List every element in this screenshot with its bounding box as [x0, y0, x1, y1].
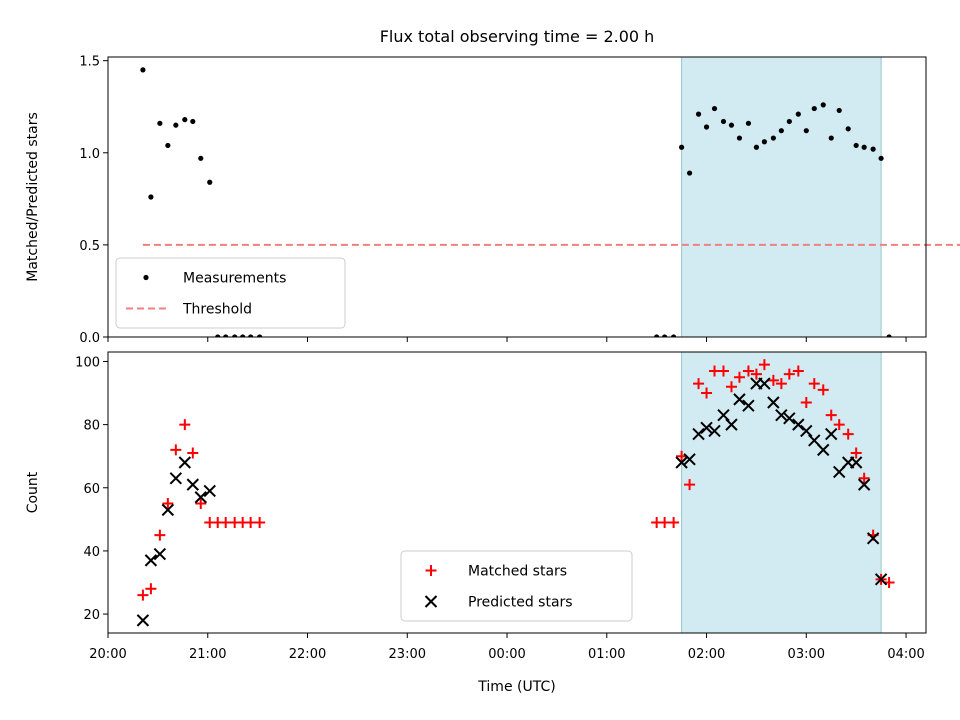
panel-0-series-0-point: [779, 128, 784, 133]
panel-0-series-0-point: [737, 135, 742, 140]
panel-1-y-axis-label: Count: [25, 471, 41, 513]
panel-1-y-tick-label: 60: [83, 482, 100, 497]
panel-0-series-0-point: [679, 145, 684, 150]
x-tick-label: 03:00: [788, 647, 825, 662]
x-tick-label: 02:00: [688, 647, 725, 662]
panel-1-y-tick-label: 20: [83, 608, 100, 623]
panel-0-series-0-point: [854, 143, 859, 148]
x-tick-label: 20:00: [89, 647, 126, 662]
panel-1-legend-label: Matched stars: [468, 564, 567, 580]
panel-0-series-0-point: [862, 145, 867, 150]
panel-0-series-0-point: [148, 194, 153, 199]
panel-0-series-0-point: [787, 119, 792, 124]
panel-0-series-0-point: [721, 119, 726, 124]
panel-0-series-0-point: [165, 143, 170, 148]
panel-0-series-0-point: [182, 117, 187, 122]
panel-0-series-0-point: [746, 121, 751, 126]
panel-1-legend: Matched stars Predicted stars: [401, 551, 632, 621]
panel-0-series-0-point: [796, 112, 801, 117]
panel-0-series-0-point: [729, 123, 734, 128]
panel-0-series-0-point: [846, 126, 851, 131]
panel-0-y-tick-label: 1.0: [79, 147, 100, 162]
panel-0-series-0-point: [704, 124, 709, 129]
panel-0-legend-label: Measurements: [183, 271, 286, 287]
panel-1-y-tick-label: 100: [75, 355, 100, 370]
panel-0-series-0-point: [207, 180, 212, 185]
panel-0-legend: Measurements Threshold: [116, 258, 345, 328]
panel-0-series-0-point: [771, 135, 776, 140]
panel-0-series-0-point: [173, 123, 178, 128]
panel-0-series-0-point: [871, 147, 876, 152]
panel-1-observing-window: [682, 352, 882, 633]
chart-figure: Flux total observing time = 2.00 h 0.0 0.…: [0, 0, 960, 720]
panel-1-y-tick-label: 80: [83, 419, 100, 434]
panel-0-legend-box: [116, 258, 345, 328]
panel-0-series-0-point: [879, 156, 884, 161]
panel-0-y-tick-label: 0.5: [79, 239, 100, 254]
panel-0-series-0-point: [762, 139, 767, 144]
panel-0-legend-label: Threshold: [182, 302, 252, 318]
panel-0-series-0-point: [754, 145, 759, 150]
panel-0-y-axis-label: Matched/Predicted stars: [25, 112, 41, 282]
panel-0-series-0-point: [829, 135, 834, 140]
panel-0-y-tick-label: 1.5: [79, 55, 100, 70]
x-axis-label: Time (UTC): [477, 679, 555, 695]
panel-0-series-0-point: [712, 106, 717, 111]
panel-0-observing-window: [682, 57, 882, 337]
x-tick-label: 22:00: [289, 647, 326, 662]
panel-0-series-0-point: [190, 119, 195, 124]
x-tick-label: 04:00: [887, 647, 924, 662]
x-tick-label: 01:00: [588, 647, 625, 662]
panel-0-series-0-point: [696, 112, 701, 117]
panel-1-legend-label: Predicted stars: [468, 595, 573, 611]
x-tick-label: 00:00: [488, 647, 525, 662]
panel-0-series-0-point: [837, 108, 842, 113]
chart-title: Flux total observing time = 2.00 h: [380, 27, 655, 46]
panel-0-series-0-point: [157, 121, 162, 126]
panel-1-legend-box: [401, 551, 632, 621]
panel-0-series-0-point: [812, 106, 817, 111]
panel-0-y-tick-label: 0.0: [79, 331, 100, 346]
x-tick-label: 21:00: [189, 647, 226, 662]
panel-0-legend-swatch: [143, 275, 148, 280]
x-tick-label: 23:00: [389, 647, 426, 662]
panel-1-y-tick-label: 40: [83, 545, 100, 560]
panel-0-series-0-point: [687, 170, 692, 175]
panel-0-series-0-point: [140, 67, 145, 72]
panel-0-series-0-point: [198, 156, 203, 161]
panel-0-series-0-point: [804, 128, 809, 133]
panel-0-series-0-point: [821, 102, 826, 107]
